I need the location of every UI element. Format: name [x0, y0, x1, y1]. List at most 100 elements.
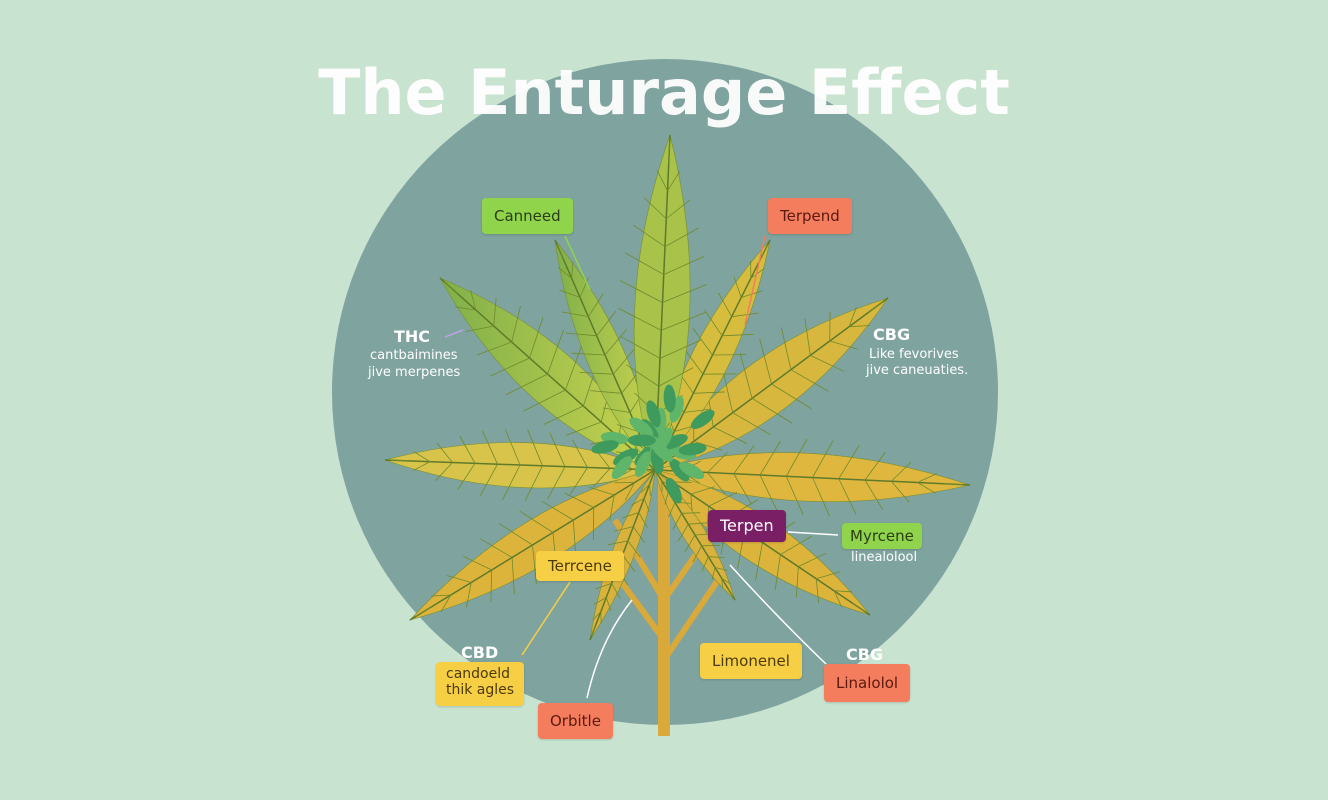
cbd-line1: candoeld [446, 666, 510, 682]
bud-leaf [678, 443, 707, 456]
leaf-vein [638, 512, 648, 528]
leaf-vein [589, 486, 615, 496]
leaf-vein [470, 289, 477, 311]
leaf-vein [688, 522, 709, 525]
leaf-vein [731, 312, 759, 318]
bud-leaf [679, 461, 705, 480]
leaf-vein [890, 461, 912, 482]
leaf-vein [684, 534, 696, 553]
leaf-vein [479, 463, 498, 497]
leaf-vein [711, 567, 716, 581]
leaf-vein [692, 327, 713, 356]
leaf-vein [751, 397, 793, 424]
leaf-vein [446, 575, 472, 583]
leaf-vein [622, 554, 636, 572]
leaf-vein [795, 566, 799, 598]
leaf-vein [721, 578, 723, 589]
leaf-vein [663, 255, 705, 275]
leaf-vein [681, 512, 701, 514]
connector-lines [444, 235, 839, 699]
leaf-vein [527, 429, 543, 466]
leaf-vein [459, 435, 476, 464]
leaf-vein [816, 571, 840, 580]
leaf-vein [476, 341, 512, 356]
leaf-vein [672, 513, 683, 530]
leaf-vein [829, 340, 858, 350]
leaf-vein [624, 482, 635, 501]
label-cbd-box: candoeld thik agles [436, 662, 525, 706]
leaf-vein [864, 452, 886, 481]
leaf-vein [465, 582, 472, 608]
leaf-vein [561, 311, 589, 318]
leaf-vein [917, 482, 937, 494]
leaf-vein [391, 459, 408, 462]
leaf-vein [499, 523, 533, 546]
leaf-vein [755, 542, 763, 581]
leaf-vein [727, 588, 734, 598]
leaf-vein [661, 311, 706, 331]
leaf-vein [718, 292, 733, 317]
leaf-vein [415, 607, 431, 617]
leaf-vein [812, 477, 830, 517]
bud-leaf [669, 458, 690, 482]
leaf-vein [543, 405, 584, 425]
thc-line1: cantbaimines [370, 348, 458, 363]
leaf-vein [815, 578, 820, 604]
leaf-vein [707, 452, 728, 473]
leaf-vein [649, 484, 651, 497]
leaf-vein [759, 474, 778, 512]
leaf-vein [435, 462, 453, 481]
leaf-vein [436, 442, 453, 463]
leaf-vein [667, 171, 681, 192]
leaf-vein [701, 556, 709, 572]
leaf-vein [619, 280, 663, 303]
page-title: The Enturage Effect [318, 56, 1010, 129]
leaf-vein [759, 440, 781, 476]
leaf-vein [611, 583, 621, 599]
leaf-vein [579, 371, 614, 375]
plant-stem [612, 480, 723, 736]
label-terpen: Terpen [708, 510, 786, 542]
leaf-vein [532, 544, 537, 585]
leaf-vein [455, 306, 476, 311]
leaf-vein [690, 486, 715, 495]
leaf-vein [440, 594, 452, 613]
leaf-vein [565, 332, 597, 337]
label-canneed: Canneed [482, 198, 573, 234]
leaf-vein [624, 252, 664, 275]
leaf-vein [609, 494, 615, 521]
leaf-vein [620, 336, 661, 359]
leaf-vein [750, 267, 766, 279]
leaf-vein [668, 142, 671, 163]
label-limonenel: Limonenel [700, 643, 802, 679]
leaf-vein [798, 552, 827, 568]
bud-leaf [591, 440, 619, 454]
leaf-vein [547, 329, 564, 375]
leaf-vein [541, 500, 574, 521]
leaf-vein [605, 597, 612, 612]
cbd-heading: CBD [461, 643, 499, 662]
leaf-vein [713, 426, 748, 444]
leaf-vein [917, 473, 938, 483]
leaf-vein [511, 557, 515, 595]
leaf-vein [838, 478, 857, 515]
leaf-vein [502, 464, 521, 501]
leaf-vein [732, 412, 771, 436]
leaf-vein [529, 316, 544, 359]
leaf-vein [631, 497, 645, 506]
leaf-vein [556, 245, 564, 260]
leaf-vein [834, 590, 853, 593]
leaf-vein [493, 297, 497, 327]
leaf-vein [614, 526, 634, 532]
label-terpend: Terpend [768, 198, 852, 234]
leaf-vein [524, 465, 543, 502]
leaf-vein [547, 466, 566, 500]
leaf-vein [519, 510, 554, 533]
leaf-vein [565, 421, 602, 436]
leaf-vein [785, 476, 804, 516]
bud-leaf [661, 434, 688, 450]
leaf-vein [780, 327, 792, 370]
leaf-vein [812, 440, 834, 478]
leaf-vein [643, 197, 667, 220]
myrcene-subtext: linealolool [851, 550, 918, 565]
